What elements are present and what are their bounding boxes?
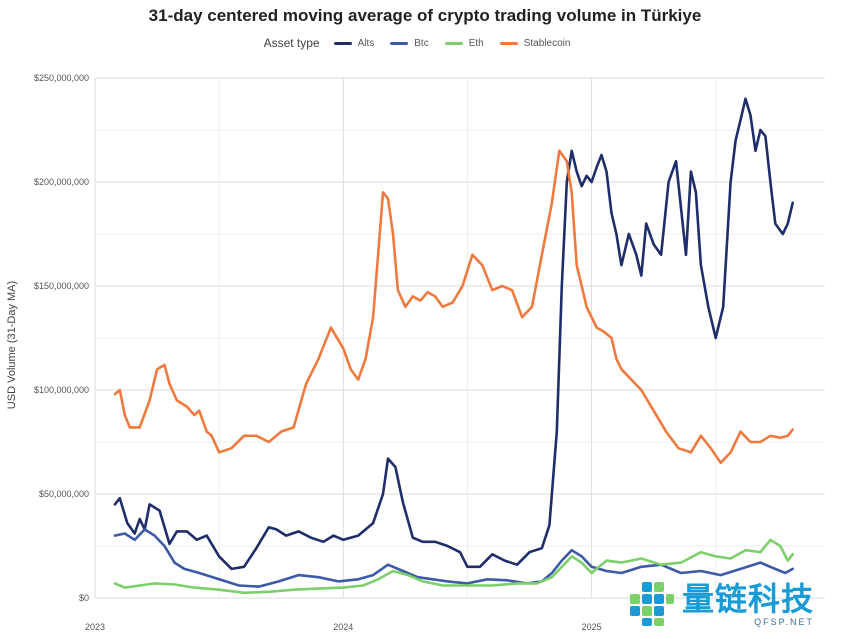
watermark: 量链科技 QFSP.NET xyxy=(628,580,814,628)
qfsp-logo-icon xyxy=(628,580,676,628)
legend-item-alts[interactable]: Alts xyxy=(333,37,375,49)
y-axis-ticks: $0 $50,000,000 $100,000,000 $150,000,000 $20… xyxy=(34,73,89,603)
series-line-btc[interactable] xyxy=(113,528,795,588)
legend-swatch-btc xyxy=(390,41,409,45)
x-tick-label: 2025 xyxy=(582,622,602,632)
series-line-eth[interactable] xyxy=(113,538,795,595)
series-line-stablecoin[interactable] xyxy=(113,149,795,465)
series-line-alts[interactable] xyxy=(113,97,795,571)
legend-label-stablecoin: Stablecoin xyxy=(523,37,571,49)
chart-legend: Asset type Alts Btc Eth Stablecoin xyxy=(0,36,850,50)
legend-label-eth: Eth xyxy=(468,37,484,49)
legend-swatch-stablecoin xyxy=(499,41,518,45)
legend-label-btc: Btc xyxy=(414,37,429,49)
legend-swatch-eth xyxy=(444,41,463,45)
x-axis-ticks: 2023 2024 2025 xyxy=(85,622,602,632)
y-axis-label: USD Volume (31-Day MA) xyxy=(6,281,18,409)
y-tick-label: $50,000,000 xyxy=(39,489,89,499)
y-tick-label: $200,000,000 xyxy=(34,177,89,187)
series-lines xyxy=(113,97,795,595)
legend-label-alts: Alts xyxy=(357,37,375,49)
chart-title: 31-day centered moving average of crypto… xyxy=(148,6,702,25)
x-tick-label: 2023 xyxy=(85,622,105,632)
watermark-url: QFSP.NET xyxy=(754,617,815,627)
y-tick-label: $250,000,000 xyxy=(34,73,89,83)
legend-item-btc[interactable]: Btc xyxy=(390,37,429,49)
legend-swatch-alts xyxy=(333,41,352,45)
legend-item-eth[interactable]: Eth xyxy=(444,37,484,49)
y-tick-label: $100,000,000 xyxy=(34,385,89,395)
legend-item-stablecoin[interactable]: Stablecoin xyxy=(499,37,571,49)
y-tick-label: $0 xyxy=(79,593,89,603)
watermark-brand: 量链科技 xyxy=(682,581,815,617)
y-tick-label: $150,000,000 xyxy=(34,281,89,291)
x-tick-label: 2024 xyxy=(333,622,353,632)
legend-title: Asset type xyxy=(263,36,320,50)
